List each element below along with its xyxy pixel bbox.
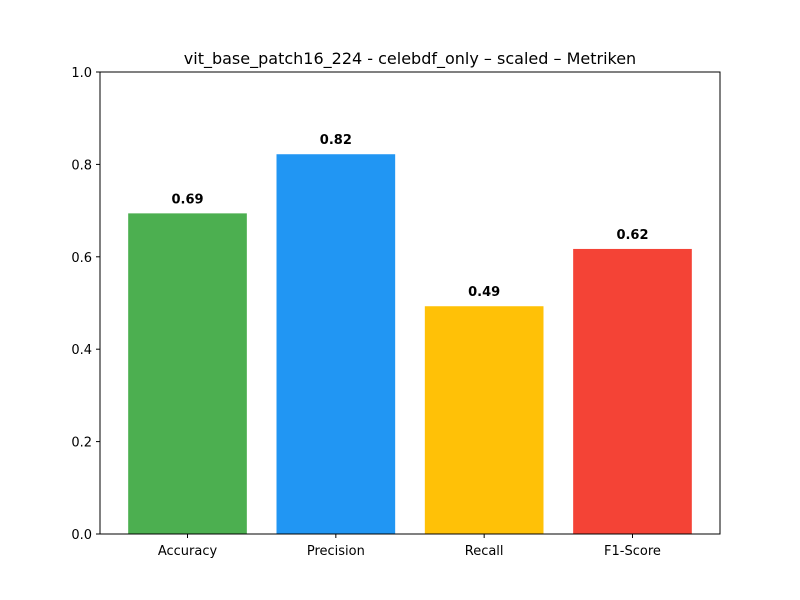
- y-tick-label: 0.6: [71, 251, 92, 266]
- y-axis: 0.0 0.2 0.4 0.6 0.8 1.0: [71, 66, 100, 543]
- plot-frame: [99, 71, 721, 535]
- data-label: 0.62: [616, 228, 648, 243]
- y-tick-label: 0.2: [71, 436, 92, 451]
- x-tick-label: Precision: [307, 544, 365, 559]
- x-tick-label: Recall: [465, 544, 504, 559]
- bar-recall: [424, 306, 544, 534]
- data-label: 0.69: [171, 192, 203, 207]
- data-label: 0.82: [320, 133, 352, 148]
- bars-group: 0.69 0.82 0.49 0.62: [128, 133, 692, 535]
- y-tick-label: 0.4: [71, 343, 92, 358]
- x-tick-label: F1-Score: [604, 544, 661, 559]
- x-tick-label: Accuracy: [158, 544, 218, 559]
- bar-f1-score: [573, 248, 692, 535]
- data-label: 0.49: [468, 285, 500, 300]
- y-tick-label: 0.8: [71, 158, 92, 173]
- chart-title: vit_base_patch16_224 - celebdf_only – sc…: [184, 49, 636, 69]
- y-tick-label: 0.0: [71, 528, 92, 543]
- x-axis: Accuracy Precision Recall F1-Score: [158, 534, 661, 559]
- bar-precision: [276, 154, 396, 534]
- bar-accuracy: [128, 213, 247, 534]
- y-tick-label: 1.0: [71, 66, 92, 81]
